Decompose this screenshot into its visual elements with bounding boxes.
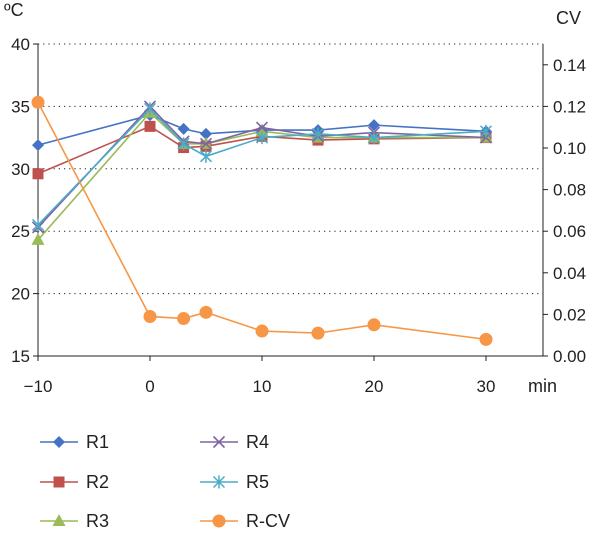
right-tick-label: 0.08 bbox=[553, 181, 586, 200]
right-tick-label: 0.14 bbox=[553, 56, 586, 75]
left-tick-label: 40 bbox=[11, 35, 30, 54]
legend-item: R3 bbox=[40, 511, 109, 531]
grid bbox=[38, 43, 543, 295]
data-point bbox=[367, 318, 381, 332]
x-tick-label: 0 bbox=[145, 377, 154, 396]
data-point bbox=[177, 312, 191, 326]
right-tick-label: 0.10 bbox=[553, 139, 586, 158]
data-point bbox=[368, 119, 380, 132]
left-axis-unit: ºC bbox=[4, 0, 24, 20]
left-tick-label: 35 bbox=[11, 97, 30, 116]
right-tick-label: 0.06 bbox=[553, 222, 586, 241]
legend-marker bbox=[53, 436, 65, 448]
data-point bbox=[311, 127, 325, 141]
data-point bbox=[32, 139, 44, 152]
right-tick-label: 0.00 bbox=[553, 347, 586, 366]
data-point bbox=[255, 121, 269, 134]
right-axis-unit: CV bbox=[556, 8, 581, 28]
legend-label: R5 bbox=[246, 472, 269, 492]
data-point bbox=[177, 122, 190, 135]
data-point bbox=[367, 131, 381, 145]
legend-marker bbox=[212, 435, 226, 449]
legend-label: R4 bbox=[246, 432, 269, 452]
axes bbox=[33, 43, 548, 361]
left-tick-label: 30 bbox=[11, 160, 30, 179]
legend-label: R3 bbox=[86, 511, 109, 531]
series-r-cv bbox=[31, 95, 493, 346]
data-point bbox=[479, 332, 493, 346]
data-point bbox=[31, 232, 45, 245]
series-line bbox=[37, 105, 487, 228]
legend-item: R4 bbox=[200, 432, 269, 452]
plot-area bbox=[31, 95, 493, 346]
legend-label: R1 bbox=[86, 432, 109, 452]
data-point bbox=[199, 305, 213, 319]
x-tick-label: 30 bbox=[477, 377, 496, 396]
legend-label: R-CV bbox=[246, 511, 290, 531]
series-line bbox=[37, 125, 487, 175]
legend-marker bbox=[212, 475, 226, 489]
tick-labels: 15 20 25 30 35 40 0.00 0.02 0.04 0.06 0.08 0.10 0.12… bbox=[4, 0, 586, 396]
right-tick-label: 0.12 bbox=[553, 97, 586, 116]
left-tick-label: 25 bbox=[11, 222, 30, 241]
x-tick-label: 10 bbox=[253, 377, 272, 396]
data-point bbox=[144, 120, 156, 132]
data-point bbox=[255, 131, 269, 145]
data-point bbox=[199, 149, 213, 163]
legend-item: R1 bbox=[40, 432, 109, 452]
legend-label: R2 bbox=[86, 472, 109, 492]
data-point bbox=[143, 102, 157, 116]
data-point bbox=[479, 124, 493, 138]
data-point bbox=[200, 127, 212, 140]
data-point bbox=[31, 95, 45, 109]
legend: R1 R2 R3 R4 R5 R-CV bbox=[40, 432, 290, 531]
data-point bbox=[199, 137, 213, 150]
x-axis-unit: min bbox=[528, 376, 557, 396]
data-point bbox=[32, 168, 44, 180]
series-r5 bbox=[31, 102, 493, 232]
legend-item: R2 bbox=[40, 472, 109, 492]
data-point bbox=[143, 309, 157, 323]
right-tick-label: 0.02 bbox=[553, 305, 586, 324]
series-line bbox=[37, 107, 487, 226]
legend-marker bbox=[53, 476, 65, 488]
legend-item: R5 bbox=[200, 472, 269, 492]
data-point bbox=[177, 137, 190, 151]
right-tick-label: 0.04 bbox=[553, 264, 586, 283]
left-tick-label: 15 bbox=[11, 347, 30, 366]
data-point bbox=[311, 326, 325, 340]
x-tick-label: −10 bbox=[24, 377, 53, 396]
data-point bbox=[31, 218, 45, 232]
legend-marker bbox=[212, 514, 226, 528]
legend-marker bbox=[52, 514, 66, 526]
data-point bbox=[255, 324, 269, 338]
legend-item: R-CV bbox=[200, 511, 290, 531]
x-tick-label: 20 bbox=[365, 377, 384, 396]
left-tick-label: 20 bbox=[11, 285, 30, 304]
